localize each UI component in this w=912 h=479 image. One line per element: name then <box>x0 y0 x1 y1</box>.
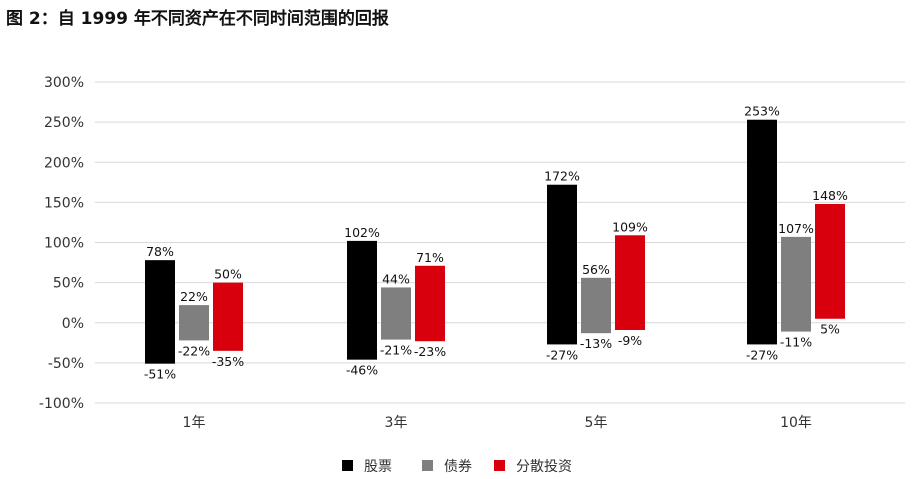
data-label-low: 5% <box>820 322 840 337</box>
data-label-high: 78% <box>146 244 174 259</box>
data-label-high: 22% <box>180 289 208 304</box>
data-label-high: 71% <box>416 250 444 265</box>
x-category-label: 5年 <box>585 415 608 431</box>
data-label-low: -27% <box>746 347 778 362</box>
data-label-low: -27% <box>546 347 578 362</box>
y-axis: 300% 250% 200% 150% 100% 50% 0% -50% -100% <box>39 75 84 412</box>
data-label-high: 102% <box>344 225 380 240</box>
y-tick-label: 200% <box>44 155 84 171</box>
x-axis: 1年 3年 5年 10年 <box>183 415 812 431</box>
bar-债券-3年 <box>381 287 411 340</box>
bar-分散投资-5年 <box>615 235 645 330</box>
legend-swatch <box>494 460 505 471</box>
x-category-label: 1年 <box>183 415 206 431</box>
data-label-high: 56% <box>582 262 610 277</box>
data-label-high: 107% <box>778 221 814 236</box>
data-label-low: -21% <box>380 343 412 358</box>
bar-series <box>145 119 845 364</box>
bar-分散投资-10年 <box>815 203 845 319</box>
chart-title: 图 2：自 1999 年不同资产在不同时间范围的回报 <box>6 9 389 29</box>
data-label-high: 44% <box>382 271 410 286</box>
data-label-low: -13% <box>580 336 612 351</box>
y-tick-label: 50% <box>53 276 84 292</box>
legend: 股票 债券 分散投资 <box>342 459 572 475</box>
legend-label: 债券 <box>444 459 472 475</box>
bar-债券-5年 <box>581 277 611 334</box>
bar-债券-10年 <box>781 236 811 332</box>
x-category-label: 10年 <box>780 415 812 431</box>
data-label-high: 172% <box>544 169 580 184</box>
y-tick-label: 250% <box>44 115 84 131</box>
bar-分散投资-1年 <box>213 282 243 351</box>
data-label-high: 50% <box>214 267 242 282</box>
x-category-label: 3年 <box>385 415 408 431</box>
data-label-low: -51% <box>144 367 176 382</box>
bar-股票-1年 <box>145 260 175 364</box>
data-label-low: -11% <box>780 335 812 350</box>
legend-swatch <box>422 460 433 471</box>
data-label-low: -9% <box>618 333 642 348</box>
data-label-high: 109% <box>612 219 648 234</box>
data-label-low: -35% <box>212 354 244 369</box>
bar-债券-1年 <box>179 305 209 341</box>
data-labels: 78% -51% 22% -22% 50% -35% 102% -46% 44% -21% 71% -… <box>144 104 848 382</box>
bar-股票-5年 <box>547 184 577 345</box>
data-label-low: -23% <box>414 344 446 359</box>
bar-股票-10年 <box>747 119 777 345</box>
legend-swatch <box>342 460 353 471</box>
data-label-low: -22% <box>178 343 210 358</box>
y-tick-label: 150% <box>44 195 84 211</box>
y-tick-label: 0% <box>62 316 84 332</box>
y-tick-label: -50% <box>48 356 84 372</box>
legend-label: 分散投资 <box>516 459 572 475</box>
bar-分散投资-3年 <box>415 265 445 342</box>
y-tick-label: 300% <box>44 75 84 91</box>
data-label-high: 148% <box>812 188 848 203</box>
data-label-high: 253% <box>744 104 780 119</box>
bar-股票-3年 <box>347 240 377 360</box>
y-tick-label: 100% <box>44 236 84 252</box>
y-tick-label: -100% <box>39 396 84 412</box>
data-label-low: -46% <box>346 363 378 378</box>
legend-label: 股票 <box>364 459 392 475</box>
